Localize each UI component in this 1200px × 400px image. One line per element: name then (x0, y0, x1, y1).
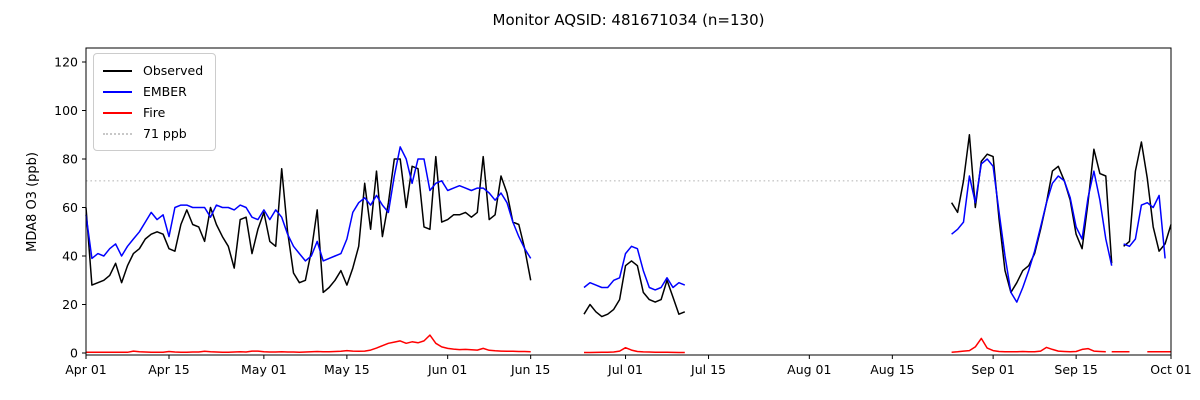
legend-label-threshold: 71 ppb (143, 126, 187, 141)
x-tick-label: Aug 15 (870, 362, 914, 377)
ember-line-segment (951, 158, 1113, 303)
y-tick-label: 60 (62, 200, 78, 215)
observed-line-segment (950, 134, 1113, 294)
legend: Observed EMBER Fire 71 ppb (93, 53, 217, 151)
plot-border (85, 47, 1172, 356)
ember-line-swatch (103, 90, 132, 93)
legend-item-fire: Fire (103, 102, 203, 123)
observed-line-segment (583, 260, 686, 318)
ember-line-segment (1123, 194, 1166, 259)
observed-line-segment (1123, 141, 1172, 252)
x-tick-label: Aug 01 (787, 362, 831, 377)
ember-line-segment (583, 245, 686, 291)
legend-item-observed: Observed (103, 60, 203, 81)
y-tick-label: 20 (62, 297, 78, 312)
legend-item-ember: EMBER (103, 81, 203, 102)
x-tick-label: Jun 15 (510, 362, 550, 377)
x-tick-label: Oct 01 (1150, 362, 1192, 377)
x-tick-label: May 01 (241, 362, 287, 377)
fire-line-segment (951, 337, 1106, 354)
y-tick-label: 120 (54, 55, 78, 70)
y-axis-label: MDA8 O3 (ppb) (24, 151, 40, 252)
x-tick-label: Sep 01 (971, 362, 1014, 377)
legend-item-threshold: 71 ppb (103, 123, 203, 144)
x-tick-label: Jul 01 (607, 362, 643, 377)
y-axis-label-box: MDA8 O3 (ppb) (22, 48, 42, 355)
legend-label-fire: Fire (143, 105, 166, 120)
x-tick-label: Sep 15 (1054, 362, 1097, 377)
ember-line-segment (85, 146, 532, 262)
x-tick-label: Jun 01 (427, 362, 467, 377)
legend-label-ember: EMBER (143, 84, 187, 99)
observed-line-swatch (103, 69, 132, 72)
y-tick-label: 40 (62, 249, 78, 264)
y-tick-label: 0 (70, 346, 78, 361)
observed-line-segment (85, 155, 532, 294)
threshold-line-swatch (103, 132, 132, 135)
y-tick-label: 80 (62, 152, 78, 167)
x-tick-label: Jul 15 (690, 362, 726, 377)
y-tick-label: 100 (54, 103, 78, 118)
chart-title: Monitor AQSID: 481671034 (n=130) (492, 11, 765, 29)
fire-line-segment (584, 346, 685, 354)
fire-line-swatch (103, 111, 132, 114)
x-tick-label: May 15 (324, 362, 370, 377)
x-tick-label: Apr 01 (65, 362, 107, 377)
x-tick-label: Apr 15 (148, 362, 190, 377)
legend-label-observed: Observed (143, 63, 204, 78)
fire-line-segment (86, 334, 531, 354)
